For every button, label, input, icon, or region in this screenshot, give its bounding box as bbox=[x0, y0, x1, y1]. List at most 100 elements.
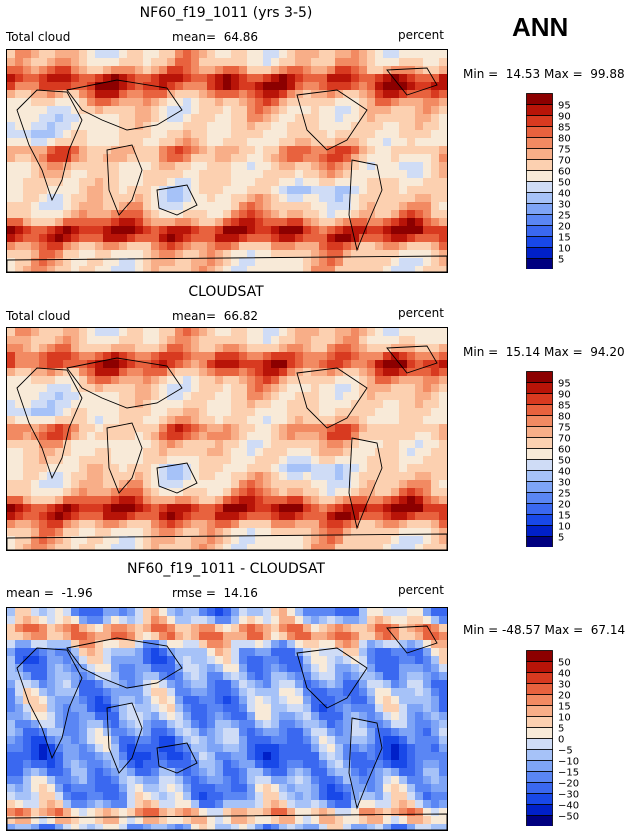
contour-cell bbox=[295, 792, 304, 801]
contour-cell bbox=[103, 816, 112, 825]
contour-cell bbox=[191, 792, 200, 801]
contour-cell bbox=[335, 760, 344, 769]
contour-cell bbox=[335, 58, 344, 67]
contour-cell bbox=[23, 696, 32, 705]
contour-cell bbox=[39, 82, 48, 91]
contour-cell bbox=[95, 130, 104, 139]
contour-cell bbox=[375, 528, 384, 537]
contour-cell bbox=[15, 416, 24, 425]
contour-cell bbox=[375, 800, 384, 809]
contour-cell bbox=[191, 392, 200, 401]
contour-cell bbox=[223, 800, 232, 809]
contour-cell bbox=[95, 496, 104, 505]
contour-cell bbox=[295, 696, 304, 705]
contour-cell bbox=[287, 640, 296, 649]
contour-cell bbox=[311, 258, 320, 267]
contour-cell bbox=[415, 664, 424, 673]
contour-cell bbox=[15, 712, 24, 721]
contour-cell bbox=[39, 384, 48, 393]
contour-cell bbox=[23, 528, 32, 537]
contour-cell bbox=[103, 528, 112, 537]
contour-cell bbox=[415, 680, 424, 689]
contour-cell bbox=[47, 162, 56, 171]
contour-cell bbox=[415, 736, 424, 745]
contour-cell bbox=[167, 440, 176, 449]
contour-cell bbox=[383, 512, 392, 521]
contour-cell bbox=[423, 800, 432, 809]
contour-cell bbox=[167, 376, 176, 385]
contour-cell bbox=[215, 648, 224, 657]
contour-cell bbox=[135, 800, 144, 809]
contour-cell bbox=[191, 488, 200, 497]
contour-cell bbox=[207, 648, 216, 657]
contour-cell bbox=[367, 648, 376, 657]
contour-cell bbox=[319, 66, 328, 75]
contour-cell bbox=[47, 672, 56, 681]
contour-cell bbox=[47, 266, 56, 272]
contour-cell bbox=[231, 808, 240, 817]
contour-cell bbox=[327, 640, 336, 649]
contour-cell bbox=[239, 704, 248, 713]
contour-cell bbox=[311, 432, 320, 441]
contour-cell bbox=[351, 138, 360, 147]
contour-cell bbox=[159, 688, 168, 697]
contour-cell bbox=[199, 186, 208, 195]
contour-cell bbox=[263, 800, 272, 809]
contour-cell bbox=[63, 608, 72, 617]
contour-cell bbox=[311, 266, 320, 272]
contour-cell bbox=[127, 536, 136, 545]
contour-cell bbox=[367, 640, 376, 649]
contour-cell bbox=[255, 50, 264, 59]
contour-cell bbox=[327, 624, 336, 633]
colorbar-tick-label: 60 bbox=[558, 445, 571, 456]
contour-cell bbox=[55, 424, 64, 433]
contour-cell bbox=[215, 400, 224, 409]
contour-cell bbox=[399, 114, 408, 123]
contour-cell bbox=[279, 74, 288, 83]
contour-cell bbox=[263, 712, 272, 721]
contour-cell bbox=[327, 336, 336, 345]
contour-cell bbox=[295, 808, 304, 817]
contour-cell bbox=[303, 456, 312, 465]
contour-cell bbox=[143, 130, 152, 139]
contour-cell bbox=[343, 234, 352, 243]
contour-cell bbox=[319, 336, 328, 345]
contour-cell bbox=[439, 432, 447, 441]
contour-cell bbox=[55, 816, 64, 825]
contour-cell bbox=[175, 680, 184, 689]
contour-cell bbox=[143, 90, 152, 99]
contour-cell bbox=[295, 528, 304, 537]
contour-cell bbox=[343, 792, 352, 801]
contour-cell bbox=[359, 218, 368, 227]
contour-cell bbox=[383, 90, 392, 99]
contour-cell bbox=[119, 736, 128, 745]
contour-cell bbox=[23, 672, 32, 681]
contour-cell bbox=[207, 258, 216, 267]
contour-cell bbox=[127, 528, 136, 537]
panel3-title: NF60_f19_1011 - CLOUDSAT bbox=[127, 561, 325, 577]
panel3-contour-field bbox=[7, 608, 447, 830]
contour-cell bbox=[311, 154, 320, 163]
contour-cell bbox=[151, 162, 160, 171]
contour-cell bbox=[199, 194, 208, 203]
contour-cell bbox=[399, 776, 408, 785]
contour-cell bbox=[359, 202, 368, 211]
contour-cell bbox=[399, 608, 408, 617]
contour-cell bbox=[375, 392, 384, 401]
contour-cell bbox=[335, 688, 344, 697]
contour-cell bbox=[231, 344, 240, 353]
contour-cell bbox=[327, 496, 336, 505]
contour-cell bbox=[191, 624, 200, 633]
contour-cell bbox=[431, 424, 440, 433]
contour-cell bbox=[63, 400, 72, 409]
contour-cell bbox=[63, 360, 72, 369]
contour-cell bbox=[175, 448, 184, 457]
contour-cell bbox=[191, 154, 200, 163]
contour-cell bbox=[311, 242, 320, 251]
contour-cell bbox=[391, 250, 400, 259]
contour-cell bbox=[15, 90, 24, 99]
contour-cell bbox=[63, 82, 72, 91]
contour-cell bbox=[39, 504, 48, 513]
contour-cell bbox=[351, 202, 360, 211]
contour-cell bbox=[31, 744, 40, 753]
